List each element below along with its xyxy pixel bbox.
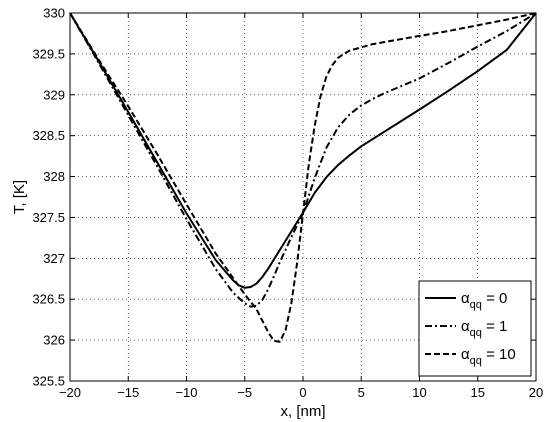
series-lines <box>69 12 537 343</box>
legend-entry-1: αqq = 1 <box>461 318 507 339</box>
legend-subscript: qq <box>470 355 482 367</box>
x-tick-label: −15 <box>117 385 139 400</box>
x-axis-label: x, [nm] <box>280 403 325 420</box>
y-tick-label: 328 <box>43 169 65 184</box>
x-tick-labels: −20 −15 −10 −5 0 5 10 15 20 <box>59 385 543 400</box>
series-line-1 <box>69 12 537 308</box>
legend-box <box>418 280 532 377</box>
legend-symbol: α <box>461 290 470 307</box>
y-tick-labels: 325.5 326 326.5 327 327.5 328 328.5 329 329.5 330 <box>32 6 65 389</box>
legend-entry-0: αqq = 0 <box>461 290 507 311</box>
x-tick-label: 5 <box>358 385 365 400</box>
legend-value: = 0 <box>482 290 507 307</box>
x-tick-label: −20 <box>59 385 81 400</box>
y-tick-label: 326.5 <box>32 292 65 307</box>
legend-subscript: qq <box>470 299 482 311</box>
y-tick-label: 327.5 <box>32 210 65 225</box>
axis-ticks <box>69 12 537 382</box>
x-tick-label: 10 <box>412 385 426 400</box>
y-tick-label: 328.5 <box>32 128 65 143</box>
y-tick-label: 330 <box>43 6 65 21</box>
series-line-2 <box>69 12 537 343</box>
legend-symbol: α <box>461 346 470 363</box>
y-tick-label: 327 <box>43 251 65 266</box>
legend-entry-2: αqq = 10 <box>461 346 516 367</box>
legend-symbol: α <box>461 318 470 335</box>
x-tick-label: 0 <box>299 385 306 400</box>
legend-subscript: qq <box>470 327 482 339</box>
series-line-0 <box>69 12 537 289</box>
x-tick-label: 20 <box>529 385 543 400</box>
legend-value: = 1 <box>482 318 507 335</box>
x-tick-label: 15 <box>471 385 485 400</box>
y-tick-label: 325.5 <box>32 374 65 389</box>
x-tick-label: −10 <box>175 385 197 400</box>
y-tick-label: 329 <box>43 87 65 102</box>
legend-value: = 10 <box>482 346 516 363</box>
y-tick-label: 329.5 <box>32 46 65 61</box>
x-tick-label: −5 <box>237 385 252 400</box>
y-axis-label: T, [K] <box>11 180 28 214</box>
y-tick-label: 326 <box>43 333 65 348</box>
